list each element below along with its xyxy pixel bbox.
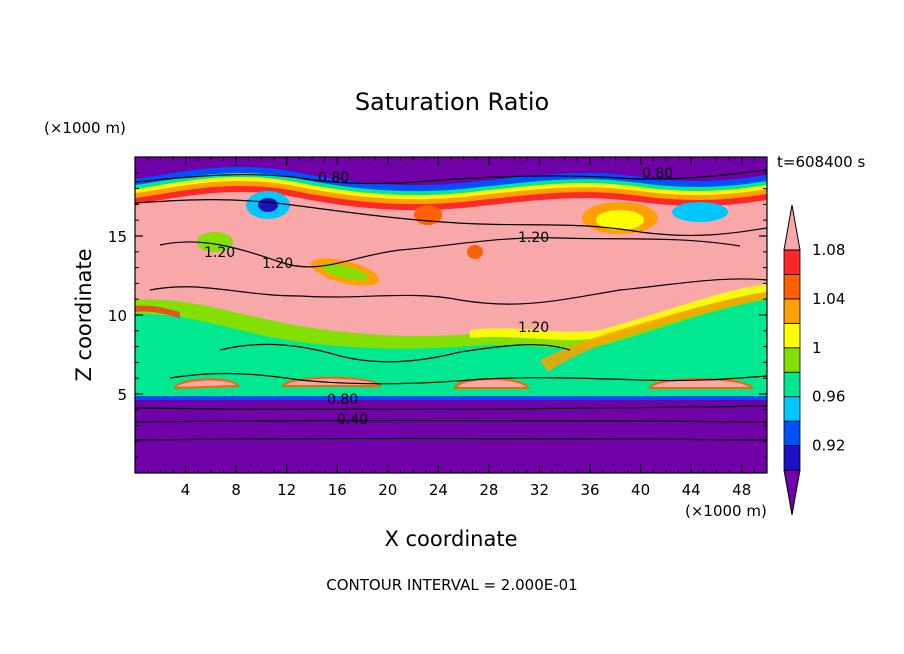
colorbar-bin [783,322,801,349]
x-axis-label: X coordinate [384,527,518,551]
colorbar-label: 1.04 [812,290,845,308]
y-axis-unit: (×1000 m) [44,119,126,137]
colorbar-bin [783,274,801,300]
blob-central-core [321,263,369,281]
time-label: t=608400 s [777,153,866,171]
x-tick-label: 8 [231,481,241,499]
x-axis-ticks: 4 8 12 16 20 24 28 32 36 40 44 48 [147,157,755,499]
colorbar-bin [783,298,801,324]
colorbar-bin [783,420,801,446]
x-tick-label: 28 [479,481,498,499]
x-tick-label: 20 [378,481,397,499]
contour-label: 0.40 [337,412,368,428]
blob-upper-right-core [596,210,644,230]
y-tick-label: 5 [117,386,127,404]
x-tick-label: 36 [580,481,599,499]
moist-band-red [135,305,180,318]
blob-upper-far-right [672,202,728,222]
colorbar-label: 1.08 [812,241,845,259]
colorbar-label: 0.92 [812,437,845,455]
x-tick-label: 16 [328,481,347,499]
y-tick-label: 10 [108,307,127,325]
colorbar-upper-arrow [783,204,801,251]
moist-band-yellow [470,284,767,340]
contour-label: 0.80 [327,392,358,408]
y-axis-ticks: 5 10 15 [108,172,767,458]
contour-label: 1.20 [262,256,293,272]
y-tick-label: 15 [108,228,127,246]
colorbar-bin [783,396,801,422]
colorbar-lower-arrow [783,469,801,516]
colorbar-bin [783,249,801,275]
contour-label: 0.80 [642,166,673,182]
x-tick-label: 4 [181,481,191,499]
contour-label: 1.20 [204,245,235,261]
x-tick-label: 24 [429,481,448,499]
x-tick-label: 44 [682,481,701,499]
colorbar-label: 1 [812,339,822,357]
contour-interval-label: CONTOUR INTERVAL = 2.000E-01 [326,576,578,594]
x-tick-label: 48 [732,481,751,499]
contour-lines [135,169,767,441]
x-tick-label: 12 [277,481,296,499]
heatmap-field: 0.80 0.80 1.20 1.20 1.20 1.20 0.80 0.40 [135,157,767,473]
chart-title: Saturation Ratio [354,88,550,116]
blob-mid [467,245,483,259]
colorbar-bin [783,371,801,398]
contour-labels: 0.80 0.80 1.20 1.20 1.20 1.20 0.80 0.40 [204,166,673,428]
x-axis-unit: (×1000 m) [685,502,767,520]
contour-label: 0.80 [318,170,349,186]
blob-upper-left-core [258,198,278,212]
contour-label: 1.20 [518,320,549,336]
lower-features [173,376,754,390]
contour-label: 1.20 [518,230,549,246]
upper-band-blue [135,166,767,192]
lower-dry-edge [135,396,767,400]
colorbar-label: 0.96 [812,388,845,406]
moist-band-orange [540,292,767,372]
colorbar: 0.92 0.96 1 1.04 1.08 [783,204,845,516]
colorbar-bin [783,445,801,471]
blob-left [197,232,233,252]
x-tick-label: 40 [631,481,650,499]
colorbar-bin [783,347,801,373]
x-tick-label: 32 [530,481,549,499]
